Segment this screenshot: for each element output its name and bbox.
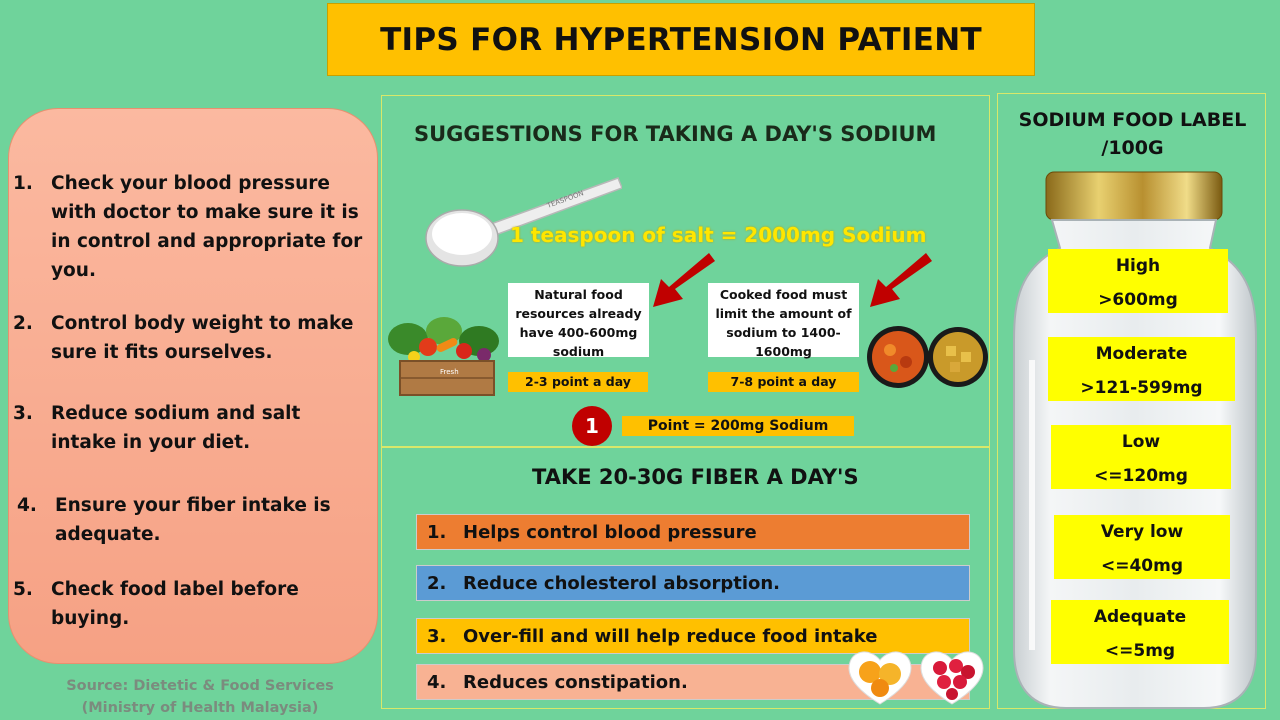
level-low: Low <=120mg [1051,425,1231,489]
level-name: Adequate [1093,607,1187,627]
arrow-down-left-icon [653,253,715,307]
sodium-title: SUGGESTIONS FOR TAKING A DAY'S SODIUM [414,122,937,146]
teaspoon-icon: TEASPOON [425,177,622,267]
point-number-badge: 1 [572,406,612,446]
crate-label: Fresh [440,368,459,376]
fiber-benefit-number: 3. [427,626,447,647]
fiber-benefit-number: 2. [427,573,447,594]
fiber-benefit-text: Helps control blood pressure [463,522,757,543]
page-title: TIPS FOR HYPERTENSION PATIENT [380,21,982,58]
tip-text: Check your blood pressure with doctor to… [51,173,363,281]
tips-panel: 1. Check your blood pressure with doctor… [8,108,378,664]
source-line-1: Source: Dietetic & Food Services [66,678,334,694]
teaspoon-equation: 1 teaspoon of salt = 2000mg Sodium [510,223,927,247]
tip-number: 1. [13,173,33,194]
fruit-hearts-icon [848,651,984,705]
level-very-low: Very low <=40mg [1054,515,1230,579]
fiber-panel: TAKE 20-30G FIBER A DAY'S 1. Helps contr… [381,447,990,709]
tip-number: 3. [13,403,33,424]
fiber-title: TAKE 20-30G FIBER A DAY'S [532,465,859,489]
label-title: SODIUM FOOD LABEL /100G [998,106,1267,162]
tip-number: 5. [13,579,33,600]
label-title-line-1: SODIUM FOOD LABEL [1018,109,1247,131]
tip-item-3: 3. Reduce sodium and salt intake in your… [13,399,313,457]
fiber-benefit-text: Over-fill and will help reduce food inta… [463,626,878,647]
tip-text: Ensure your fiber intake is adequate. [55,495,331,545]
level-value: >121-599mg [1080,378,1203,398]
arrow-down-left-icon [870,253,932,307]
level-name: Very low [1100,522,1184,542]
tip-text: Control body weight to make sure it fits… [51,313,354,363]
level-value: <=5mg [1104,641,1176,661]
source-line-2: (Ministry of Health Malaysia) [81,700,319,716]
tip-number: 2. [13,313,33,334]
level-moderate: Moderate >121-599mg [1048,337,1235,401]
fiber-benefit-number: 1. [427,522,447,543]
cooked-food-icon [867,326,988,388]
tip-text: Check food label before buying. [51,579,299,629]
fiber-benefit-1: 1. Helps control blood pressure [416,514,970,550]
fiber-benefit-3: 3. Over-fill and will help reduce food i… [416,618,970,654]
fiber-benefit-text: Reduces constipation. [463,672,688,693]
level-name: Moderate [1095,344,1188,364]
tip-number: 4. [17,495,37,516]
tip-text: Reduce sodium and salt intake in your di… [51,403,301,453]
vegetable-crate-icon: Fresh [388,317,499,396]
label-title-line-2: /100G [1101,137,1164,159]
title-banner: TIPS FOR HYPERTENSION PATIENT [327,3,1035,76]
natural-food-card: Natural food resources already have 400-… [508,283,649,359]
tip-item-5: 5. Check food label before buying. [13,575,313,633]
level-value: <=120mg [1094,466,1188,486]
point-equation: Point = 200mg Sodium [622,416,854,436]
fiber-benefit-number: 4. [427,672,447,693]
level-name: Low [1121,432,1161,452]
fiber-benefit-text: Reduce cholesterol absorption. [463,573,781,594]
fiber-benefit-2: 2. Reduce cholesterol absorption. [416,565,970,601]
sodium-panel: SUGGESTIONS FOR TAKING A DAY'S SODIUM TE… [381,95,990,447]
level-name: High [1115,256,1161,276]
level-adequate: Adequate <=5mg [1051,600,1229,664]
tip-item-1: 1. Check your blood pressure with doctor… [13,169,373,285]
cooked-points-tag: 7-8 point a day [708,372,859,392]
natural-points-tag: 2-3 point a day [508,372,648,392]
tip-item-2: 2. Control body weight to make sure it f… [13,309,373,367]
level-value: <=40mg [1100,556,1184,576]
level-value: >600mg [1098,290,1178,310]
tip-item-4: 4. Ensure your fiber intake is adequate. [17,491,347,549]
sodium-label-panel: SODIUM FOOD LABEL /100G High [997,93,1266,709]
source-credit: Source: Dietetic & Food Services (Minist… [40,675,360,719]
level-high: High >600mg [1048,249,1228,313]
cooked-food-card: Cooked food must limit the amount of sod… [708,283,859,359]
